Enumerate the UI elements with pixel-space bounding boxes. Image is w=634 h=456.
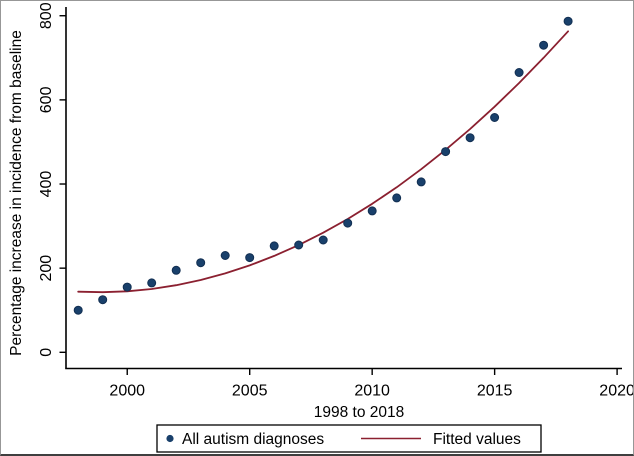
data-point-2008 (318, 235, 328, 245)
legend-label-fitted: Fitted values (433, 431, 521, 448)
x-tick-label-2005: 2005 (232, 383, 268, 400)
data-point-2014 (465, 133, 475, 143)
legend-box (156, 424, 542, 453)
x-tick-label-2010: 2010 (354, 383, 390, 400)
y-tick-label-400: 400 (38, 171, 55, 198)
data-point-2011 (392, 193, 402, 203)
data-point-2010 (367, 206, 377, 216)
x-tick-label-2015: 2015 (477, 383, 513, 400)
data-point-2005 (245, 253, 255, 263)
data-point-1998 (73, 305, 83, 315)
data-point-2017 (539, 40, 549, 50)
legend-marker-dot (166, 434, 174, 443)
y-tick-label-800: 800 (38, 2, 55, 29)
data-point-1999 (98, 295, 108, 305)
data-point-2015 (490, 113, 500, 122)
data-point-2007 (294, 240, 304, 250)
y-tick-label-600: 600 (38, 86, 55, 113)
fitted-line-series (77, 30, 569, 294)
y-axis-title: Percentage increase in incidence from ba… (8, 30, 25, 356)
y-tick-label-200: 200 (38, 255, 55, 282)
data-point-2000 (122, 282, 132, 292)
x-axis-ticks: 2000 2005 2010 2015 2020 (109, 368, 633, 400)
data-point-2003 (196, 258, 206, 268)
data-point-2009 (343, 218, 353, 228)
data-point-2016 (514, 68, 524, 77)
x-tick-label-2020: 2020 (599, 383, 633, 400)
scatter-point-series (73, 16, 573, 315)
fitted-curve-path (77, 30, 569, 294)
data-point-2013 (441, 147, 451, 157)
y-axis-ticks: 0 200 400 600 800 (38, 2, 66, 357)
data-point-2018 (563, 16, 573, 26)
data-point-2006 (269, 241, 279, 251)
data-point-2004 (220, 251, 230, 260)
data-point-2002 (171, 265, 181, 275)
x-tick-label-2000: 2000 (109, 383, 145, 400)
legend-label-diagnoses: All autism diagnoses (182, 431, 324, 448)
y-tick-label-0: 0 (38, 348, 55, 357)
data-point-2012 (416, 177, 426, 187)
legend: All autism diagnoses Fitted values (156, 424, 542, 453)
data-point-2001 (147, 278, 157, 288)
x-axis-title: 1998 to 2018 (314, 404, 405, 421)
